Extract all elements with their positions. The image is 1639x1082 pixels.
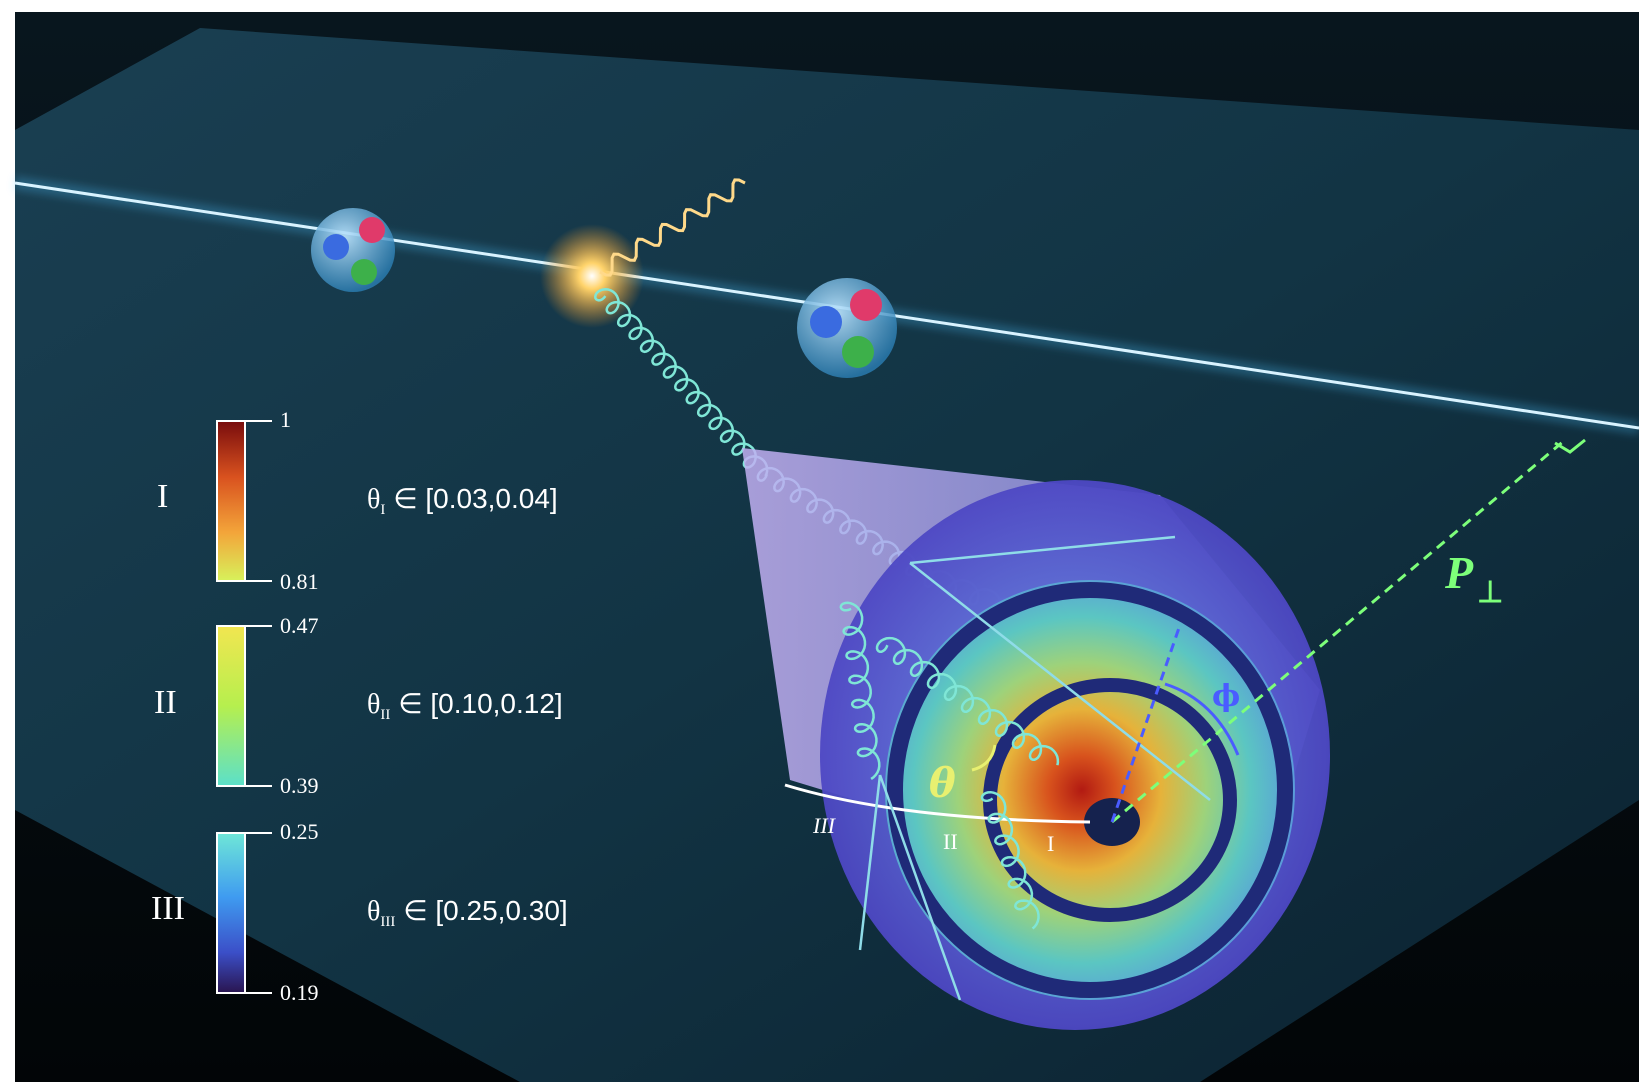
p-perp-line	[1111, 438, 1566, 824]
photon-line	[599, 178, 746, 277]
colorbar-top-tick	[246, 625, 272, 627]
theta-range-II: θII ∈ [0.10,0.12]	[367, 688, 563, 723]
colorbar-region-label: II	[154, 684, 177, 721]
colorbar-bottom-tick	[246, 785, 272, 787]
colorbar-bottom-value: 0.81	[280, 569, 319, 594]
proton-right-icon	[797, 278, 897, 378]
colorbar-bottom-value: 0.19	[280, 980, 319, 1005]
colorbar-top-value: 0.25	[280, 819, 319, 844]
region-label-I: I	[1047, 831, 1054, 856]
subjet-gluon-line-2	[980, 790, 1040, 930]
ring-outer	[887, 582, 1293, 998]
colorbar-bottom-value: 0.39	[280, 773, 319, 798]
colorbar-top-tick	[246, 832, 272, 834]
phi-label: ϕ	[1212, 679, 1240, 714]
jet-face	[885, 580, 1295, 1000]
phi-arc	[1164, 682, 1240, 756]
region-label-II: II	[943, 829, 958, 854]
colorbar-III	[216, 832, 246, 994]
p-perp-label: P ⊥	[1444, 547, 1503, 609]
theta-arc	[971, 744, 997, 772]
proton-left-icon	[311, 208, 395, 292]
right-angle-icon	[1554, 438, 1586, 454]
region-label-III: III	[812, 813, 837, 838]
theta-range-I: θI ∈ [0.03,0.04]	[367, 483, 558, 518]
phi-axis-line	[1110, 624, 1182, 823]
colorbar-top-value: 1	[280, 407, 291, 432]
colorbar-region-label: III	[151, 890, 185, 927]
colorbar-II	[216, 625, 246, 787]
subjet-gluon-line	[839, 601, 1060, 780]
colorbar-top-tick	[246, 420, 272, 422]
particle-tracks	[858, 535, 1211, 1001]
collision-flash-icon	[540, 224, 644, 328]
colorbar-bottom-tick	[246, 992, 272, 994]
theta-range-III: θIII ∈ [0.25,0.30]	[367, 895, 568, 930]
colorbar-top-value: 0.47	[280, 613, 319, 638]
colorbar-I	[216, 420, 246, 582]
theta-label: θ	[929, 760, 956, 807]
colorbar-region-label: I	[157, 478, 169, 515]
region-boundary	[784, 783, 1091, 824]
colorbar-bottom-tick	[246, 580, 272, 582]
